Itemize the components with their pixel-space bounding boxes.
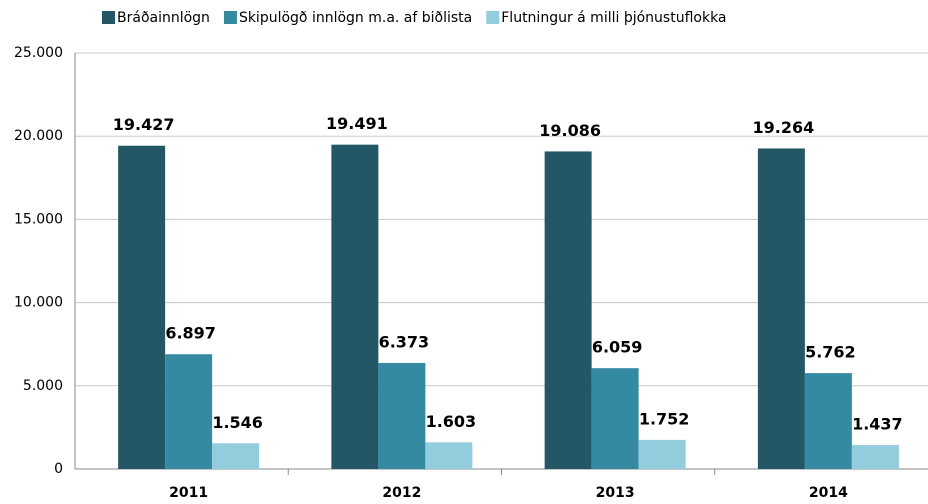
legend-swatch xyxy=(223,11,237,24)
legend-label: Bráðainnlögn xyxy=(117,10,210,26)
bar xyxy=(544,151,592,469)
value-label: 6.373 xyxy=(379,332,430,351)
x-tick-label: 2013 xyxy=(596,485,635,501)
legend-label: Skipulögð innlögn m.a. af biðlista xyxy=(239,10,472,26)
value-label: 1.437 xyxy=(852,415,903,434)
value-label: 1.603 xyxy=(426,412,477,431)
bar xyxy=(591,368,639,469)
bar xyxy=(331,144,379,470)
bar xyxy=(165,354,213,469)
value-label: 19.427 xyxy=(113,115,175,134)
value-label: 1.752 xyxy=(639,409,690,428)
legend-swatch xyxy=(486,11,500,24)
value-label: 6.059 xyxy=(592,338,643,357)
legend-swatch xyxy=(102,11,115,24)
value-label: 19.086 xyxy=(539,121,601,140)
legend-label: Flutningur á milli þjónustuflokka xyxy=(501,10,726,26)
x-tick-label: 2012 xyxy=(382,485,421,501)
y-tick-label: 5.000 xyxy=(23,378,63,394)
bar xyxy=(118,145,166,469)
y-tick-label: 15.000 xyxy=(14,211,63,227)
y-tick-label: 0 xyxy=(54,461,63,477)
x-tick-label: 2011 xyxy=(169,485,208,501)
value-label: 19.264 xyxy=(753,118,815,137)
x-tick-label: 2014 xyxy=(809,485,848,501)
bar xyxy=(638,439,686,469)
bar xyxy=(378,362,426,469)
bar xyxy=(851,445,899,469)
value-label: 19.491 xyxy=(326,114,388,133)
y-tick-label: 25.000 xyxy=(14,45,63,61)
value-label: 1.546 xyxy=(212,413,263,432)
value-label: 5.762 xyxy=(805,343,856,362)
bar xyxy=(757,148,805,470)
bar xyxy=(804,373,852,469)
bar xyxy=(425,442,473,469)
value-label: 6.897 xyxy=(165,324,216,343)
y-tick-label: 20.000 xyxy=(14,128,63,144)
y-tick-label: 10.000 xyxy=(14,295,63,311)
bar xyxy=(212,443,260,469)
